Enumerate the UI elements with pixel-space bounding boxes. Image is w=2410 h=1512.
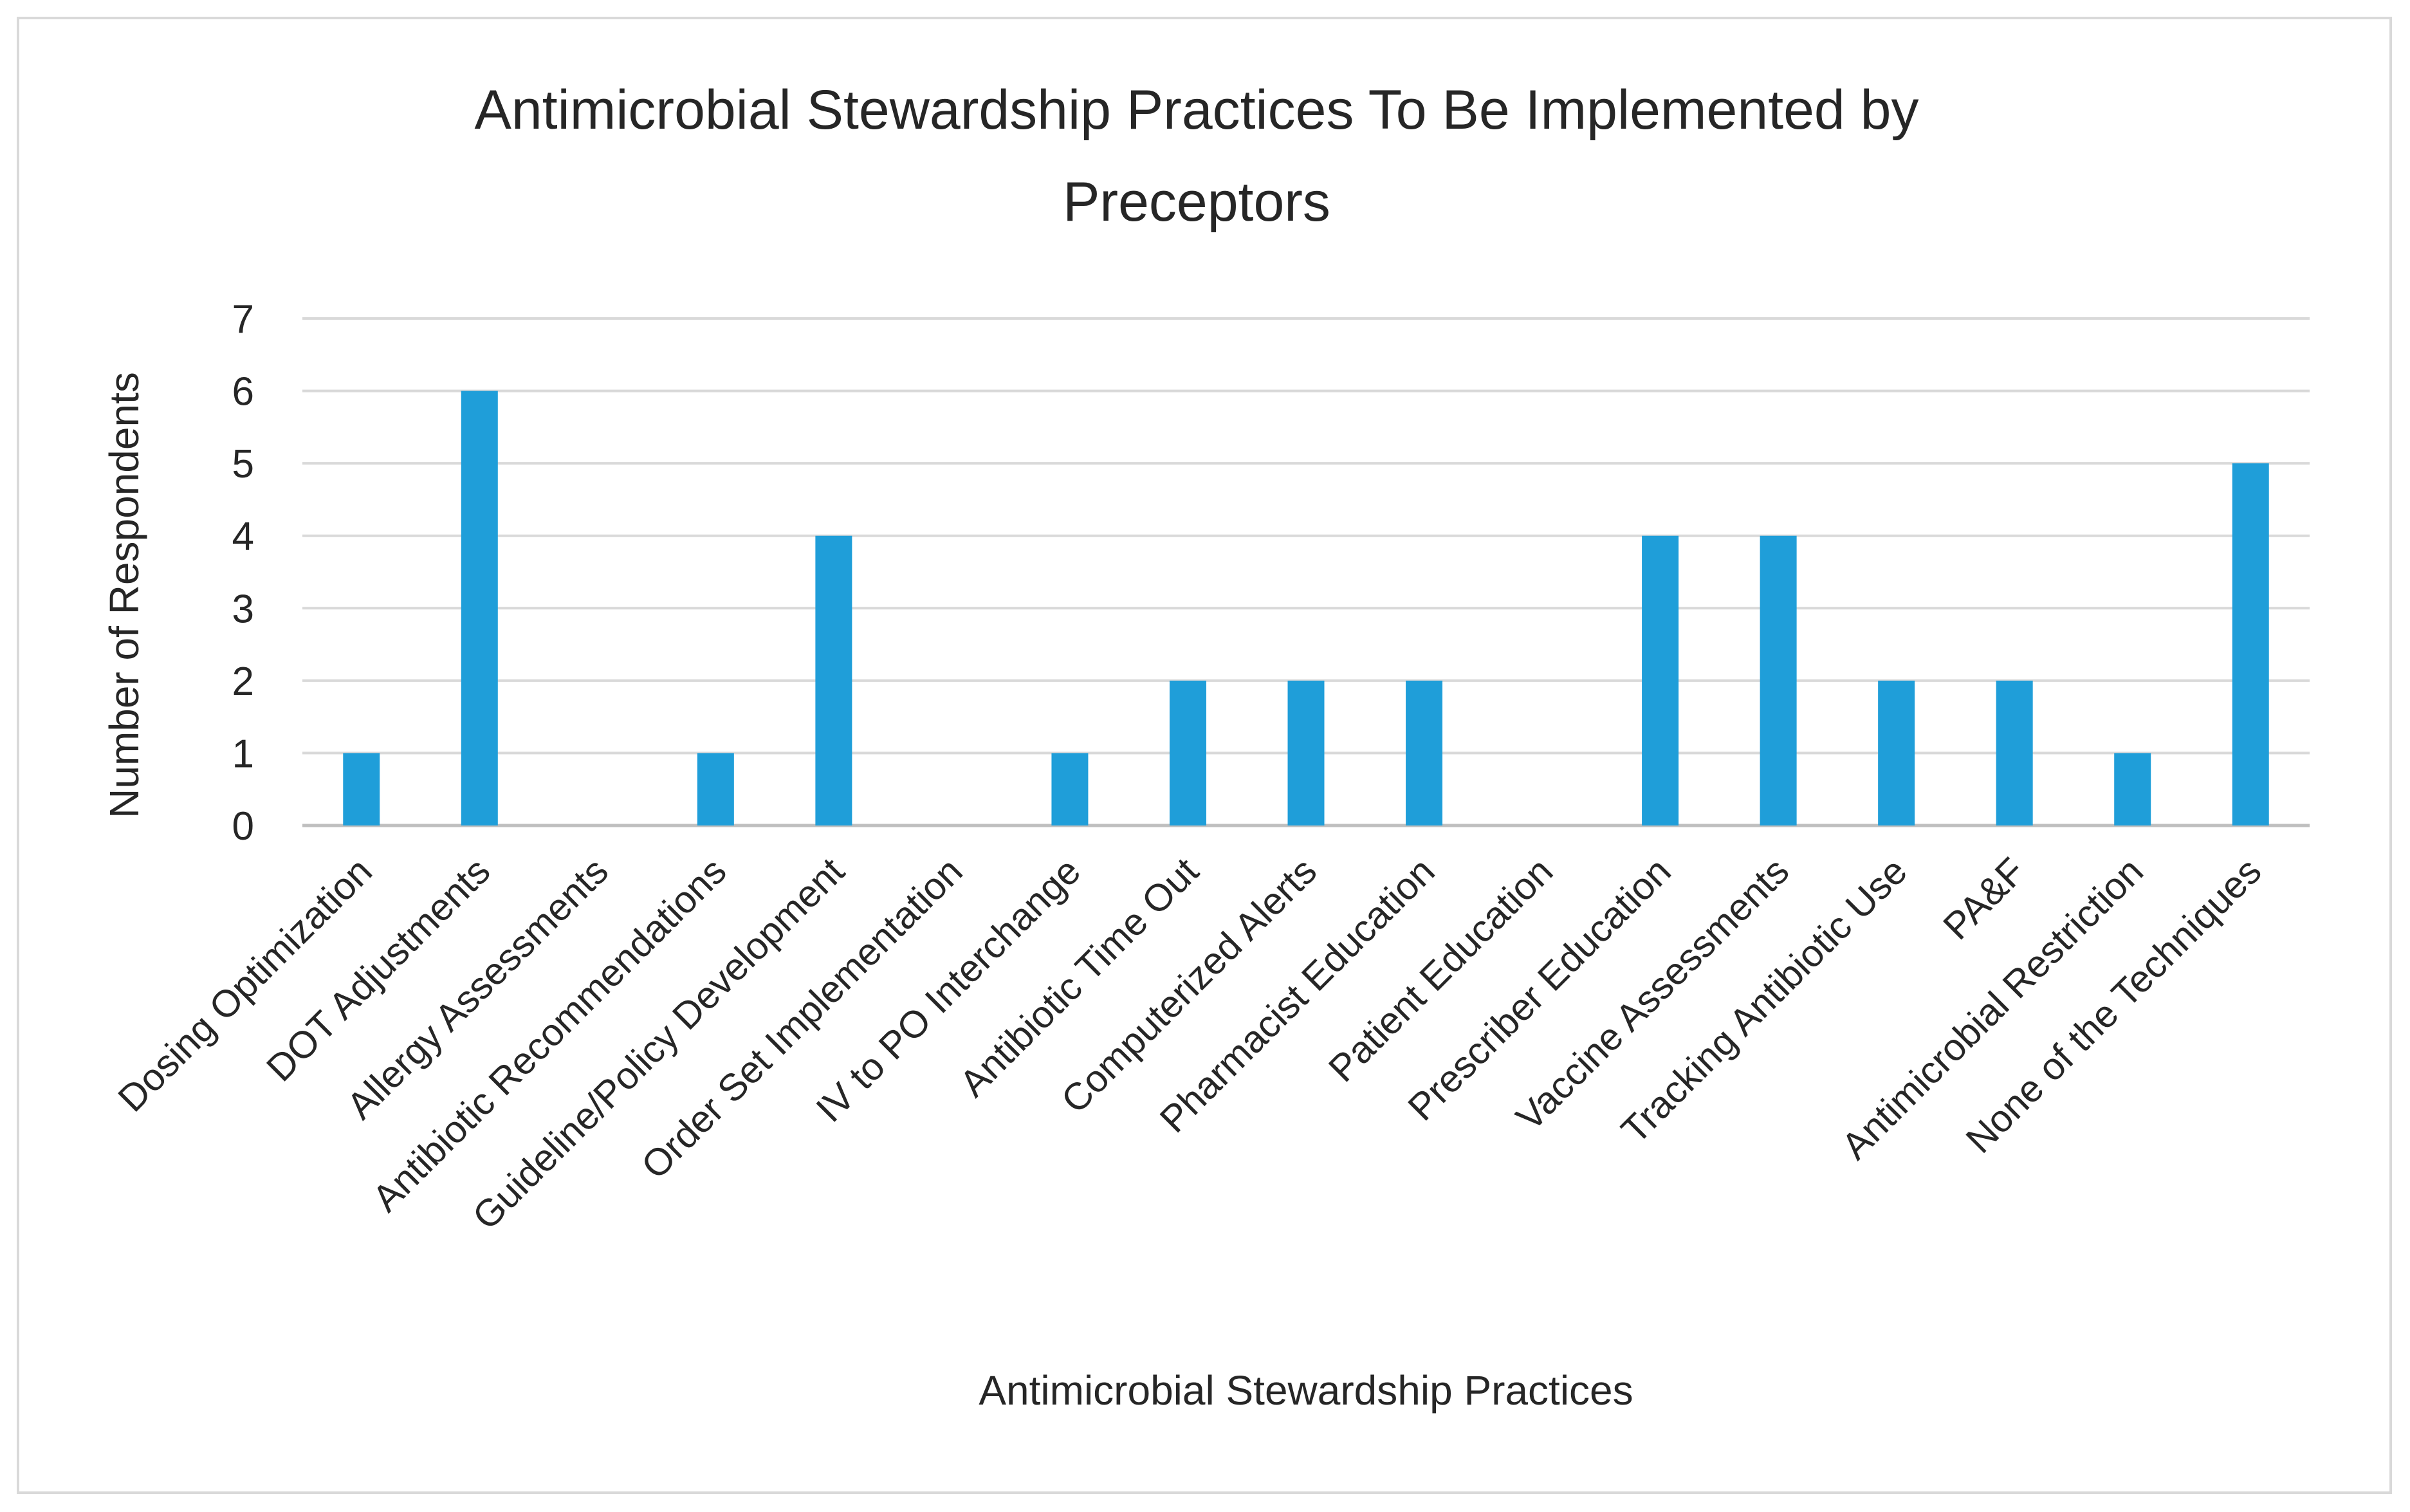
bar	[697, 753, 734, 825]
bars	[343, 391, 2269, 825]
bar	[1996, 680, 2033, 825]
bar	[815, 535, 852, 825]
y-tick-label: 2	[232, 659, 254, 704]
bar	[1406, 680, 1443, 825]
y-axis-ticks: 0 1 2 3 4 5 6 7	[232, 297, 254, 849]
bar	[461, 391, 498, 825]
chart-title-line: Antimicrobial Stewardship Practices To B…	[475, 79, 1919, 141]
y-tick-label: 6	[232, 370, 254, 414]
chart-title-line: Preceptors	[1063, 171, 1330, 233]
y-tick-label: 5	[232, 442, 254, 486]
y-tick-label: 7	[232, 297, 254, 342]
x-tick-label: DOT Adjustments	[259, 850, 499, 1090]
gridlines	[302, 317, 2310, 827]
y-tick-label: 1	[232, 732, 254, 776]
bar	[1169, 680, 1206, 825]
y-tick-label: 4	[232, 515, 254, 559]
bar	[1760, 535, 1797, 825]
bar	[2232, 463, 2269, 825]
bar	[2114, 753, 2151, 825]
bar	[1642, 535, 1679, 825]
y-axis-label: Number of Respondents	[101, 372, 147, 818]
bar	[343, 753, 380, 825]
y-tick-label: 0	[232, 804, 254, 849]
bar	[1287, 680, 1325, 825]
y-tick-label: 3	[232, 587, 254, 631]
x-tick-label: Patient Education	[1321, 850, 1561, 1091]
x-axis-label: Antimicrobial Stewardship Practices	[979, 1367, 1633, 1414]
x-tick-label: PA&F	[1935, 850, 2034, 948]
bar	[1878, 680, 1915, 825]
chart-title: Antimicrobial Stewardship Practices To B…	[475, 79, 1919, 233]
bar	[1051, 753, 1089, 825]
